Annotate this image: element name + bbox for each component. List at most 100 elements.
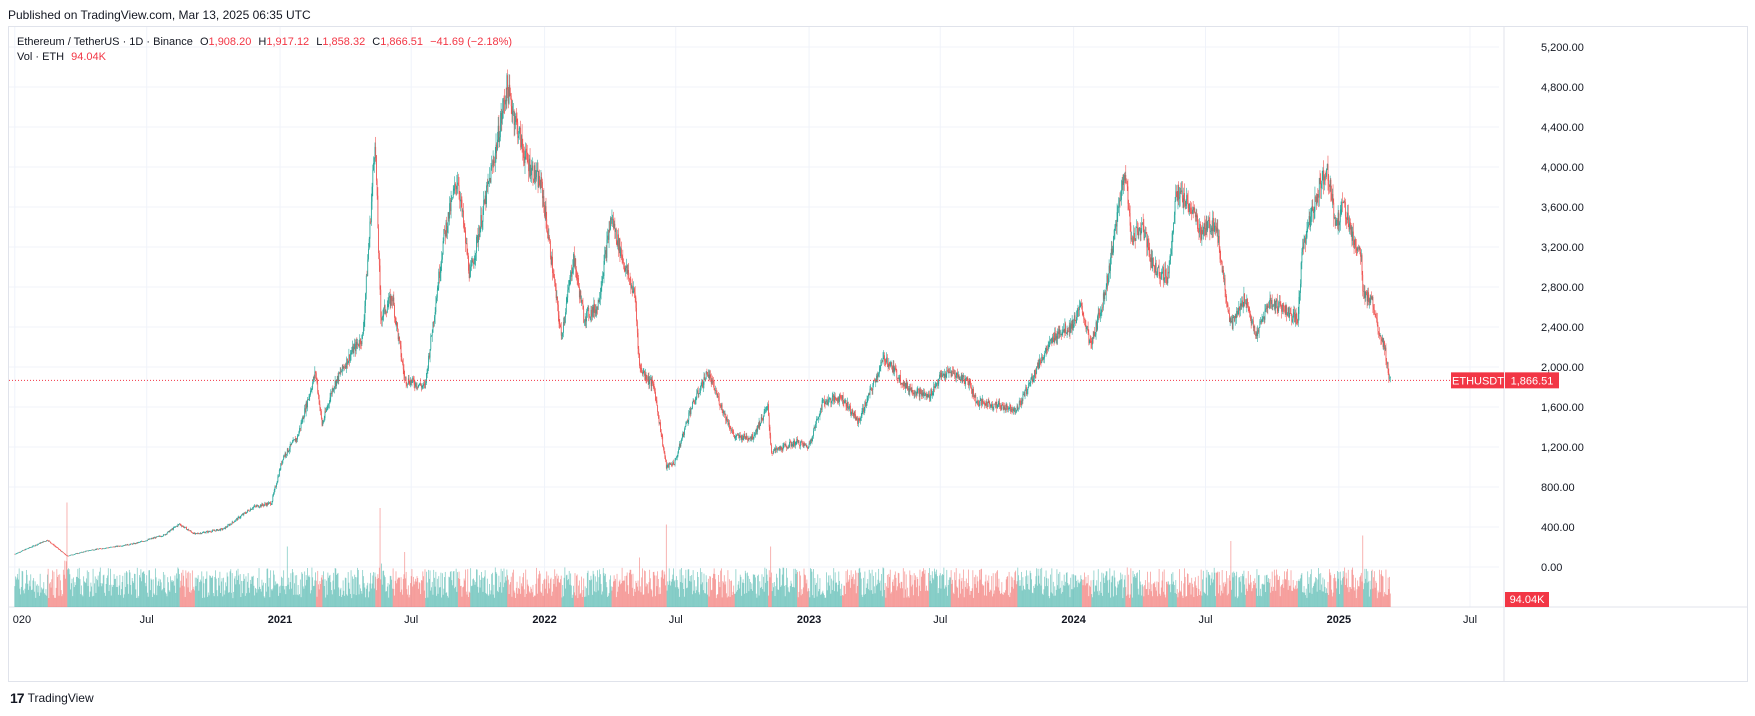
volume-bar [1388,589,1390,607]
candle-body [983,402,985,403]
volume-bar [926,585,927,607]
volume-bar [1288,580,1290,607]
candle-body [303,417,305,420]
volume-bar [727,570,729,607]
candle-body [894,367,896,369]
candle-body [88,550,90,552]
candle-body [948,371,950,374]
volume-bar [458,571,460,607]
volume-bar [1226,595,1228,607]
volume-bar [265,591,267,607]
volume-bar [239,584,240,607]
candle-body [544,206,546,217]
volume-bar [1294,589,1296,607]
volume-bar [939,573,941,607]
volume-bar [1280,586,1282,607]
volume-bar [631,574,632,607]
volume-bar [737,584,739,607]
price-chart[interactable]: 5,200.004,800.004,400.004,000.003,600.00… [9,27,1747,681]
candle-body [564,316,566,323]
candle-body [24,549,26,551]
volume-bar [1036,585,1038,607]
volume-bar [1199,595,1201,607]
volume-bar [278,595,279,607]
volume-bar [366,585,368,607]
volume-bar [1229,575,1230,607]
volume-bar [1334,577,1336,607]
candle-body [841,396,843,400]
candle-body [639,365,641,369]
candle-body [281,463,282,465]
volume-bar [49,582,51,607]
volume-bar [506,569,508,607]
volume-bar [412,586,414,607]
volume-bar [202,597,203,607]
volume-bar [518,589,520,607]
candle-body [1078,309,1080,311]
volume-bar [118,594,119,607]
candle-body [118,546,120,547]
volume-bar [973,597,974,607]
candle-body [489,177,491,183]
candle-body [988,401,990,402]
volume-bar [1049,598,1051,607]
candle-body [937,383,939,385]
candle-body [201,533,203,534]
volume-bar [744,570,746,607]
volume-bar [493,584,495,607]
candle-body [647,379,648,381]
volume-bar [1031,579,1032,607]
candle-body [962,377,964,382]
candle-body [100,548,102,550]
volume-bar [1339,571,1341,607]
volume-bar [553,583,555,607]
candle-body [295,438,297,442]
volume-bar [1021,590,1023,607]
candle-body [858,418,860,420]
candle-body [349,354,351,361]
volume-bar [451,580,453,607]
volume-bar [689,576,691,607]
volume-bar [1204,593,1206,607]
volume-bar [375,576,377,607]
candle-body [903,382,905,386]
volume-bar [1045,570,1047,607]
candle-body [867,396,869,399]
candle-body [939,374,940,379]
candle-body [947,370,948,372]
candle-body [747,439,749,440]
volume-bar [530,586,532,607]
volume-bar [177,567,179,607]
candle-body [71,554,73,556]
volume-bar [60,590,62,607]
candle-body [754,434,756,436]
volume-bar [552,591,553,607]
volume-bar [1039,583,1040,607]
volume-bar [325,597,327,607]
volume-bar [1310,569,1312,607]
volume-bar [195,586,197,607]
volume-bar [1046,578,1048,607]
volume-bar [269,597,271,607]
volume-bar [860,578,862,607]
volume-bar [425,597,427,607]
volume-bar [165,592,166,607]
volume-bar [907,596,909,607]
volume-bar [99,567,101,607]
candle-body [694,402,695,404]
volume-bar [1012,577,1014,607]
volume-bar [1216,572,1218,607]
candle-body [919,389,921,397]
volume-bar [236,570,237,607]
volume-bar [945,587,947,607]
candle-body [770,435,772,445]
volume-bar [881,596,883,607]
candle-body [144,540,146,542]
candle-body [1110,248,1112,258]
candle-body [439,272,441,279]
volume-bar [1244,594,1246,607]
candle-body [169,530,171,533]
volume-bar [1005,590,1006,607]
candle-body [847,401,849,409]
candle-body [575,258,577,270]
